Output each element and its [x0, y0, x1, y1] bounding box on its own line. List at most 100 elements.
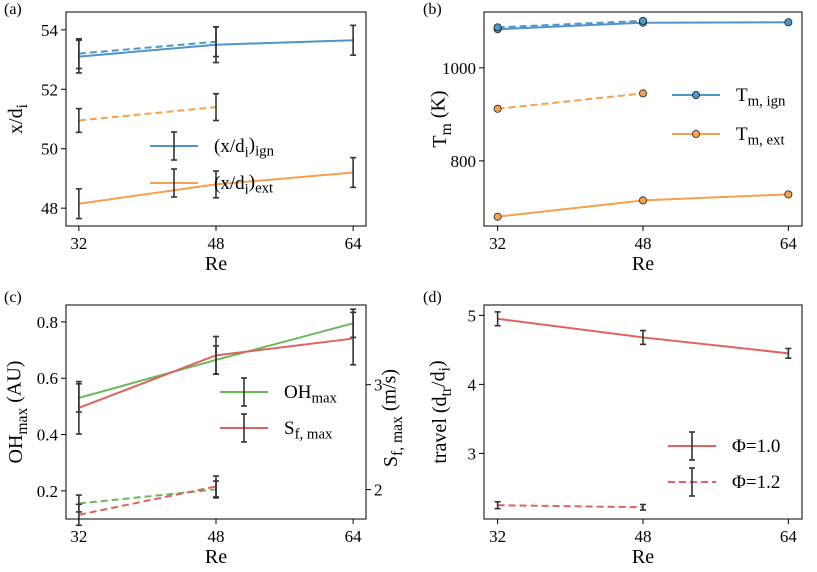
x-tick-label: 64 [780, 527, 798, 546]
y-axis-label-part: tr [438, 386, 455, 396]
y-axis-label-part: i [437, 366, 454, 371]
y-axis-label-part: travel (d [429, 396, 451, 463]
legend-label-part: ext [255, 180, 274, 196]
y-axis-label: x/di [5, 103, 31, 134]
legend-label-part: m, ign [748, 94, 786, 110]
x-tick-label: 32 [70, 527, 87, 546]
plot-frame [483, 304, 803, 520]
data-point [639, 89, 648, 98]
y-tick-label: 54 [41, 21, 59, 40]
data-point [493, 212, 502, 221]
legend-label-part: OH [284, 382, 312, 403]
panel-label: (d) [423, 289, 442, 306]
y-tick-label: 4 [468, 375, 477, 394]
legend-label-part: f, max [295, 427, 333, 443]
series-line [78, 106, 217, 122]
y-tick-label: 52 [41, 80, 58, 99]
y-tick-label: 5 [468, 306, 477, 325]
chart-panel-0: (a)32 48 6448505254Rex/di(x/di)ign(x/di)ex… [4, 1, 367, 275]
y2-axis-label-part: (m/s) [379, 369, 401, 416]
legend-label-part: m, ext [748, 133, 786, 149]
legend-label-part: i [245, 182, 249, 198]
y-axis-label: Tm (K) [428, 90, 455, 147]
panel-label: (b) [423, 1, 442, 18]
y-axis-label-part: OH [5, 435, 27, 464]
data-point [639, 16, 648, 25]
chart-panel-3: (d) 32 48 64 3 4 5 Re travel (dtr/di) Φ=1.0 Φ=1.2 [423, 289, 803, 568]
legend-label: (x/di)ign [214, 135, 275, 161]
y2-axis-label: Sf, max (m/s) [379, 369, 406, 467]
series-line [497, 504, 644, 509]
data-point [493, 104, 502, 113]
legend-label-part: Φ=1.0 [732, 436, 780, 457]
legend-marker [692, 91, 701, 100]
plot-frame [65, 11, 367, 227]
y-tick-label: 0.8 [37, 313, 58, 332]
legend-label: Φ=1.2 [732, 472, 780, 493]
y-axis-label: OHmax (AU) [4, 361, 31, 464]
legend-label: Tm, ign [736, 85, 786, 110]
y-tick-label: 800 [451, 152, 477, 171]
panel-label: (c) [4, 289, 22, 306]
y-axis-label-part: ) [426, 360, 448, 367]
series-line [78, 485, 217, 516]
y-axis-label-part: (K) [428, 90, 450, 123]
y2-tick-label: 3 [374, 376, 383, 395]
x-tick-label: 48 [208, 527, 225, 546]
y-axis-label-part: /d [428, 371, 450, 387]
y-axis-label-part: max [14, 408, 31, 435]
y-axis-label-part: (AU) [4, 361, 26, 408]
legend-label-part: (x/d [214, 136, 245, 157]
y-axis-label-part: x/d [5, 108, 27, 134]
y2-axis-label-part: f, max [389, 416, 406, 456]
y-tick-label: 0.2 [37, 482, 58, 501]
legend-label: Sf, max [284, 418, 333, 443]
y-tick-label: 0.4 [37, 426, 59, 445]
y-tick-label: 0.6 [37, 369, 58, 388]
legend-label-part: ) [249, 135, 255, 156]
series-line [78, 40, 217, 55]
plot-frame [65, 304, 367, 520]
series-line [497, 92, 644, 110]
plot-frame [483, 11, 803, 227]
x-tick-label: 48 [208, 234, 225, 253]
legend-label-part: T [736, 124, 748, 145]
legend-label: (x/di)ext [214, 172, 274, 198]
legend-label: Φ=1.0 [732, 436, 780, 457]
x-tick-label: 48 [635, 234, 652, 253]
x-axis-label: Re [205, 546, 227, 568]
y-axis-label-part: i [14, 103, 31, 108]
legend-label-part: i [245, 145, 249, 161]
legend-label-part: ign [255, 143, 275, 159]
series-line [497, 19, 644, 29]
x-tick-label: 64 [345, 234, 363, 253]
legend-label-part: S [284, 418, 295, 439]
data-point [639, 196, 648, 205]
legend-label-part: ) [249, 172, 255, 193]
x-tick-label: 64 [780, 234, 798, 253]
legend-marker [692, 129, 701, 138]
x-axis-label: Re [632, 253, 654, 275]
y2-axis-label-part: S [380, 456, 402, 467]
legend-label-part: max [311, 391, 337, 407]
x-axis-label: Re [632, 546, 654, 568]
legend-label-part: Φ=1.2 [732, 472, 780, 493]
legend-label-part: (x/d [214, 173, 245, 194]
legend-label: OHmax [284, 382, 338, 407]
x-tick-label: 32 [489, 234, 506, 253]
y-tick-label: 48 [41, 199, 58, 218]
y-tick-label: 50 [41, 140, 58, 159]
y-tick-label: 1000 [442, 59, 476, 78]
data-point [493, 23, 502, 32]
legend-label-part: T [736, 85, 748, 106]
x-tick-label: 64 [345, 527, 363, 546]
legend-label: Tm, ext [736, 124, 786, 149]
x-tick-label: 32 [70, 234, 87, 253]
data-point [784, 190, 793, 199]
x-axis-label: Re [205, 253, 227, 275]
x-tick-label: 32 [489, 527, 506, 546]
y-axis-label: travel (dtr/di) [426, 360, 455, 463]
